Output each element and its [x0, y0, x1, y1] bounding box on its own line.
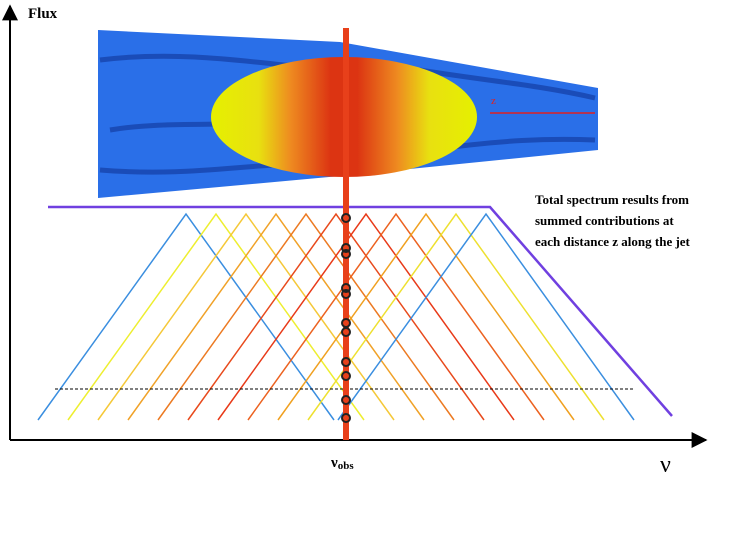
intersection-marker [341, 243, 351, 253]
intersection-marker [341, 327, 351, 337]
component-spectrum [67, 212, 365, 421]
intersection-marker [341, 395, 351, 405]
component-spectrum [337, 212, 635, 421]
intersection-marker [341, 289, 351, 299]
component-spectrum [247, 212, 545, 421]
component-spectrum [277, 212, 575, 421]
obs-subscript: obs [338, 460, 355, 472]
component-spectrum [157, 212, 455, 421]
y-axis-label: Flux [28, 6, 58, 22]
intersection-marker [341, 249, 351, 259]
component-spectrum [217, 212, 515, 421]
intersection-marker [341, 371, 351, 381]
z-label: z [491, 95, 496, 107]
annotation-line: Total spectrum results from [535, 192, 689, 207]
nu: ν [330, 455, 338, 471]
component-spectrum [37, 212, 335, 421]
annotation-line: summed contributions at [535, 213, 674, 228]
x-axis-label: ν [660, 452, 671, 478]
component-spectrum [187, 212, 485, 421]
intersection-marker [341, 213, 351, 223]
component-spectrum [127, 212, 425, 421]
intersection-marker [341, 357, 351, 367]
intersections [341, 213, 351, 423]
total-spectrum [48, 205, 673, 417]
annotation-line: each distance z along the jet [535, 234, 691, 249]
intersection-marker [341, 283, 351, 293]
component-spectrum [307, 212, 605, 421]
nu-obs-label: νobs [330, 455, 354, 472]
intersection-marker [341, 413, 351, 423]
